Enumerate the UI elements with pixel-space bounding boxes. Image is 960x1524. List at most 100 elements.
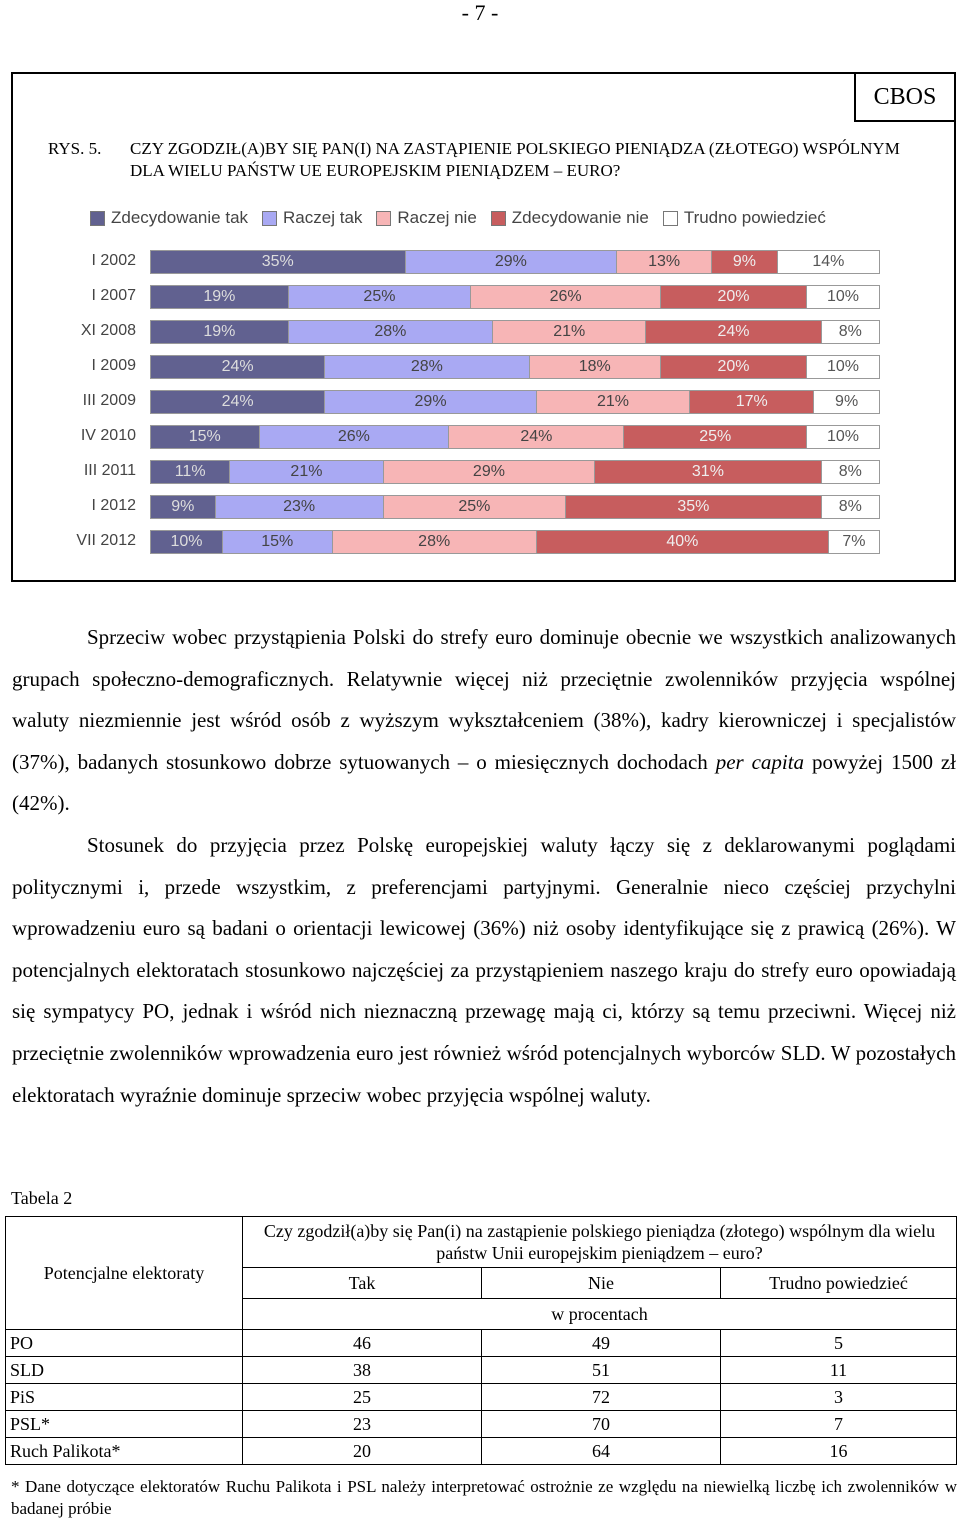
paragraph-1-italic: per capita [715,749,805,774]
legend-item: Zdecydowanie nie [490,208,649,228]
bar-segment: 8% [821,320,880,344]
bar-segment: 13% [617,250,713,274]
bar-segment: 24% [150,355,326,379]
party-cell: SLD [5,1356,243,1384]
bar-segment: 35% [150,250,406,274]
stacked-bar: 24% 29% 21% 17% 9% [150,390,880,414]
bar-segment: 10% [806,425,880,449]
bar-segment: 10% [150,530,223,554]
value-cell: 38 [242,1356,482,1384]
stacked-bar: 15% 26% 24% 25% 10% [150,425,880,449]
legend-swatch [376,210,392,226]
value-cell: 23 [242,1410,482,1438]
bar-segment: 28% [288,320,494,344]
bar-segment: 29% [325,390,537,414]
bar-segment: 14% [777,250,880,274]
value-cell: 46 [242,1329,482,1357]
bar-segment: 15% [223,530,333,554]
value-cell: 70 [481,1410,721,1438]
table-row: PO 46 49 5 [5,1329,957,1357]
bar-segment: 26% [471,285,661,309]
paragraph-1-end: powyżej 1500 zł (42%). [12,749,957,816]
bar-row-label: III 2009 [82,392,136,409]
paragraph-2: Stosunek do przyjęcia przez Polskę europ… [12,832,956,1107]
table-row: SLD 38 51 11 [5,1356,957,1384]
stacked-bar: 9% 23% 25% 35% 8% [150,495,880,519]
bar-segment: 18% [529,355,661,379]
legend-label: Raczej tak [283,208,363,227]
bar-segment: 7% [828,530,880,554]
row-header-cell: Potencjalne elektoraty [5,1216,243,1330]
bar-segment: 24% [449,425,625,449]
bar-segment: 11% [150,460,231,484]
value-cell: 25 [242,1383,482,1411]
bar-segment: 28% [332,530,537,554]
bar-segment: 19% [150,285,289,309]
bar-segment: 19% [150,320,289,344]
paragraph-1: Sprzeciw wobec przystąpienia Polski do s… [12,617,956,825]
legend-item: Raczej tak [262,208,362,228]
value-cell: 16 [720,1437,957,1465]
legend-swatch [262,210,278,226]
bar-segment: 31% [595,460,822,484]
bar-segment: 25% [383,495,567,519]
table-header-row: Potencjalne elektoraty Czy zgodził(a)by … [5,1216,957,1330]
party-cell: PO [5,1329,243,1357]
legend-label: Raczej nie [397,208,477,227]
legend-swatch [662,210,678,226]
unit-cell: w procentach [242,1298,957,1330]
bar-segment: 9% [814,390,880,414]
bar-row-label: VII 2012 [76,532,136,549]
bar-row-label: IV 2010 [80,427,136,444]
legend-item: Zdecydowanie tak [90,208,248,228]
bar-segment: 21% [230,460,384,484]
bar-segment: 17% [690,390,815,414]
bar-segment: 8% [821,460,880,484]
bar-segment: 26% [259,425,450,449]
value-cell: 3 [720,1383,957,1411]
party-cell: Ruch Palikota* [5,1437,243,1465]
legend-label: Zdecydowanie nie [511,208,649,227]
page-number: - 7 - [461,0,499,25]
question-cell: Czy zgodził(a)by się Pan(i) na zastąpien… [242,1216,957,1268]
bar-segment: 8% [821,495,880,519]
body-text: Sprzeciw wobec przystąpienia Polski do s… [12,617,956,1116]
bar-segment: 23% [215,495,384,519]
paragraph-1-text: Sprzeciw wobec przystąpienia Polski do s… [12,625,956,774]
legend-swatch [490,210,506,226]
value-cell: 7 [720,1410,957,1438]
value-cell: 20 [242,1437,482,1465]
bar-segment: 21% [536,390,691,414]
table-row: Ruch Palikota* 20 64 16 [5,1437,957,1465]
bar-row-label: I 2002 [91,252,136,269]
value-cell: 64 [481,1437,721,1465]
bar-segment: 10% [806,355,880,379]
chart-legend: Zdecydowanie tak Raczej tak Raczej nie Zdec… [90,206,840,230]
stacked-bar: 35% 29% 13% 9% 14% [150,250,880,274]
table-row: PSL* 23 70 7 [5,1410,957,1438]
legend-label: Trudno powiedzieć [683,208,826,227]
legend-swatch [90,210,105,226]
value-cell: 51 [481,1356,721,1384]
col-header-trudno: Trudno powiedzieć [720,1267,957,1299]
bar-segment: 25% [624,425,807,449]
cbos-badge: CBOS [854,72,956,122]
table-columns-row: Tak Nie Trudno powiedzieć [6,1267,957,1299]
stacked-bar: 11% 21% 29% 31% 8% [150,460,880,484]
bar-segment: 20% [660,285,807,309]
bar-segment: 29% [405,250,618,274]
bar-segment: 29% [383,460,596,484]
figure-label: RYS. 5. [48,139,102,158]
table-unit-row: w procentach [6,1298,957,1330]
col-header-nie: Nie [481,1267,721,1299]
legend-label: Zdecydowanie tak [111,208,249,227]
bar-segment: 28% [325,355,530,379]
value-cell: 5 [720,1329,957,1357]
table-caption: Tabela 2 [11,1188,73,1208]
stacked-bar: 24% 28% 18% 20% 10% [150,355,880,379]
col-header-tak: Tak [242,1267,482,1299]
stacked-bar: 19% 25% 26% 20% 10% [150,285,880,309]
stacked-bar: 19% 28% 21% 24% 8% [150,320,880,344]
bar-segment: 9% [150,495,216,519]
bar-segment: 40% [536,530,829,554]
